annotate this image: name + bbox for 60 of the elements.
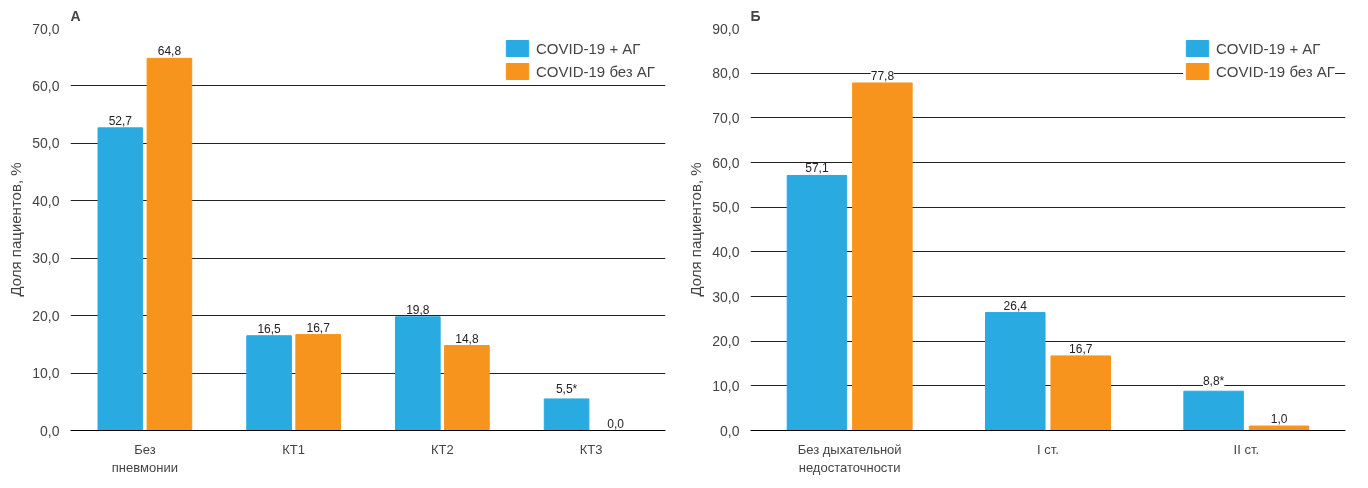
data-label: 8,8* <box>1202 374 1225 389</box>
bar <box>146 57 193 431</box>
y-tick-label: 90,0 <box>712 20 740 37</box>
y-tick-label: 30,0 <box>32 250 60 267</box>
legend-label: COVID-19 без АГ <box>536 62 655 80</box>
data-label: 14,8 <box>455 331 479 346</box>
y-tick-label: 0,0 <box>40 422 60 439</box>
bar <box>852 82 913 431</box>
y-tick-label: 50,0 <box>32 135 60 152</box>
chart-title: Б <box>750 7 761 24</box>
data-label: 1,0 <box>1270 412 1288 427</box>
y-tick-label: 50,0 <box>712 199 740 216</box>
y-tick-label: 70,0 <box>32 20 60 37</box>
x-tick-label: КТ3 <box>579 441 603 457</box>
data-label: 26,4 <box>1003 298 1028 313</box>
y-axis-title: Доля пациентов, % <box>7 162 25 297</box>
bar <box>444 345 490 431</box>
bar <box>1050 355 1111 431</box>
bar <box>246 335 292 431</box>
y-tick-label: 0,0 <box>720 422 740 439</box>
data-label: 16,7 <box>306 320 331 335</box>
y-tick-label: 70,0 <box>712 109 740 126</box>
data-label: 64,8 <box>157 44 182 59</box>
x-tick-label: I ст. <box>1037 441 1059 457</box>
data-label: 52,7 <box>108 113 133 128</box>
data-label: 77,8 <box>870 68 895 83</box>
data-label: 5,5* <box>555 381 578 396</box>
y-tick-label: 40,0 <box>32 192 60 209</box>
y-axis-title: Доля пациентов, % <box>687 162 705 297</box>
data-label: 57,1 <box>805 161 829 176</box>
x-tick-label: КТ2 <box>431 441 454 457</box>
data-label: 19,8 <box>406 302 430 317</box>
bar <box>1248 425 1310 431</box>
data-label: 16,7 <box>1069 341 1093 356</box>
x-tick-label: II ст. <box>1233 441 1260 457</box>
bar <box>543 398 590 431</box>
y-tick-label: 60,0 <box>32 77 60 94</box>
bar <box>786 174 848 431</box>
y-tick-label: 40,0 <box>712 243 740 260</box>
bar <box>395 316 441 431</box>
bar <box>1183 390 1244 431</box>
legend-label: COVID-19 + АГ <box>1216 39 1321 57</box>
bar <box>985 312 1046 431</box>
legend-label: COVID-19 + АГ <box>536 39 641 57</box>
y-tick-label: 80,0 <box>712 65 740 82</box>
x-tick-label: Без пневмонии <box>111 441 178 475</box>
x-tick-label: Без дыхательной недостаточности <box>797 441 902 475</box>
chart-title: А <box>70 7 81 24</box>
y-tick-label: 60,0 <box>712 154 740 171</box>
data-label: 16,5 <box>257 321 282 336</box>
bar <box>295 334 341 431</box>
y-tick-label: 20,0 <box>32 307 60 324</box>
y-tick-label: 10,0 <box>32 365 60 382</box>
y-tick-label: 20,0 <box>712 333 740 350</box>
data-label: 0,0 <box>607 416 625 431</box>
legend-label: COVID-19 без АГ <box>1216 62 1335 80</box>
bar <box>97 127 144 431</box>
x-tick-label: КТ1 <box>282 441 305 457</box>
y-tick-label: 10,0 <box>712 377 740 394</box>
y-tick-label: 30,0 <box>712 288 740 305</box>
